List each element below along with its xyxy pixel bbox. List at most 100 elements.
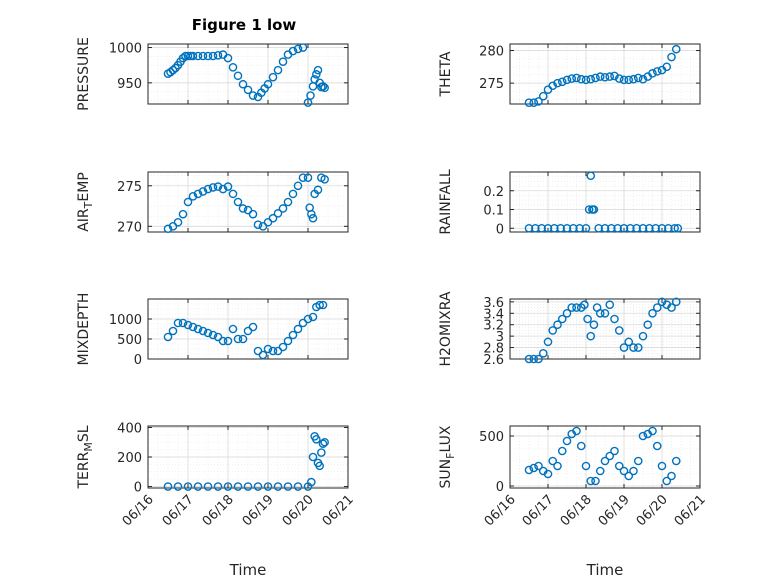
data-point (278, 342, 288, 352)
data-point (567, 303, 577, 312)
subplot-5: 0 500 1000 MIXDEPTH (76, 293, 349, 368)
data-point (543, 469, 553, 479)
subplot-1: 950 1000 PRESSURE (76, 37, 349, 111)
y-tick-label: 500 (117, 333, 142, 348)
y-tick-label: 280 (479, 45, 504, 60)
data-point (198, 51, 208, 61)
data-point (600, 456, 610, 466)
data-point (648, 69, 657, 78)
data-point (671, 297, 681, 307)
data-point (624, 337, 634, 347)
data-point (320, 83, 329, 93)
y-tick-label: 1000 (109, 313, 142, 328)
data-point (633, 456, 643, 466)
data-point (638, 223, 648, 233)
data-point (213, 50, 223, 60)
data-point (624, 75, 634, 85)
data-point (173, 482, 183, 491)
data-point (166, 67, 175, 77)
data-point (524, 465, 534, 475)
data-point (553, 320, 562, 330)
data-point (600, 223, 610, 233)
y-axis-label: H2OMIXRA (438, 291, 454, 366)
data-point (664, 223, 673, 233)
data-point (605, 451, 615, 461)
data-point (317, 448, 326, 457)
y-axis-label: SUNFLUX (438, 425, 457, 488)
data-point (193, 482, 203, 491)
data-point (580, 300, 589, 310)
y-tick-label: 2.8 (483, 342, 504, 357)
data-point (223, 53, 233, 63)
data-point (548, 326, 558, 335)
data-point (572, 73, 581, 83)
data-point (591, 476, 600, 486)
data-point (288, 189, 298, 199)
data-point (632, 223, 641, 233)
y-tick-label: 0 (134, 353, 142, 368)
data-point (629, 466, 638, 476)
y-tick-label: 200 (117, 451, 142, 466)
data-point (651, 223, 660, 233)
data-point (293, 44, 303, 54)
data-point (652, 303, 662, 312)
data-point (619, 466, 629, 476)
data-point (624, 471, 634, 481)
data-point (572, 426, 581, 436)
y-tick-label: 3.2 (483, 319, 504, 334)
data-point (312, 434, 321, 444)
data-point (581, 75, 591, 85)
data-point (524, 98, 534, 107)
data-point (213, 482, 223, 491)
data-point (524, 354, 534, 364)
data-point (306, 91, 315, 100)
data-point (652, 441, 662, 451)
data-point (600, 308, 610, 318)
data-point (288, 46, 298, 56)
data-point (614, 326, 624, 335)
data-point (233, 334, 243, 344)
data-point (248, 209, 258, 219)
data-point (288, 330, 298, 340)
data-point (562, 308, 572, 318)
data-point (619, 343, 629, 352)
data-point (567, 74, 577, 83)
data-point (168, 326, 178, 336)
data-point (303, 173, 313, 182)
data-point (586, 476, 596, 486)
data-point (595, 308, 605, 318)
data-point (183, 482, 193, 491)
data-point (662, 62, 672, 72)
data-point (313, 65, 323, 75)
axes-box (147, 298, 349, 360)
data-point (667, 303, 676, 312)
data-point (645, 223, 654, 233)
data-point (667, 471, 676, 481)
data-point (572, 303, 581, 312)
data-point (548, 456, 558, 466)
data-point (638, 431, 648, 441)
data-point (652, 67, 662, 76)
y-axis-label: TERRMSL (76, 425, 95, 489)
data-point (188, 192, 198, 201)
data-point (553, 461, 562, 471)
data-point (248, 322, 258, 332)
data-point (320, 174, 329, 184)
data-point (208, 330, 218, 340)
data-point (562, 223, 572, 233)
data-point (553, 78, 562, 88)
data-point (273, 65, 283, 75)
data-point (610, 314, 619, 324)
data-point (193, 51, 203, 61)
data-point (218, 336, 228, 346)
y-axis-label: RAINFALL (438, 169, 454, 234)
data-point (607, 223, 616, 233)
data-point (263, 482, 273, 491)
data-point (648, 308, 657, 318)
data-point (193, 324, 203, 334)
figure-title: Figure 1 low (192, 16, 297, 34)
subplot-6: 2.62.833.23.43.6 H2OMIXRA (438, 291, 701, 368)
data-point (594, 223, 603, 233)
data-point (543, 223, 553, 233)
data-point (586, 74, 596, 84)
